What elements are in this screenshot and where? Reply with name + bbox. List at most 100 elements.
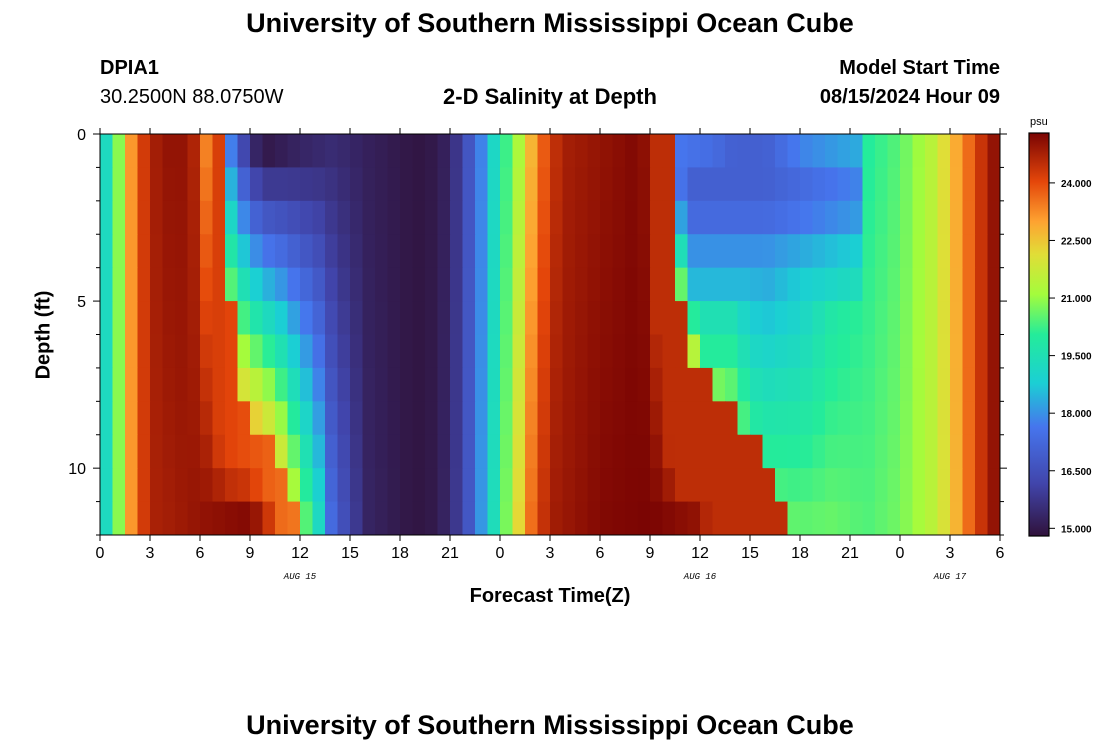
heatmap-cell (700, 301, 713, 335)
heatmap-cell (562, 334, 576, 369)
heatmap-cell (862, 134, 876, 168)
heatmap-cell (400, 234, 413, 269)
heatmap-cell (975, 367, 988, 402)
heatmap-cell (387, 134, 401, 168)
heatmap-cell (237, 301, 251, 335)
heatmap-cell (800, 267, 813, 302)
heatmap-cell (400, 401, 413, 436)
heatmap-cell (437, 167, 451, 202)
heatmap-cell (537, 434, 551, 469)
heatmap-cell (625, 234, 638, 269)
heatmap-cell (362, 301, 376, 335)
heatmap-cell (900, 434, 913, 469)
heatmap-cell (275, 367, 288, 402)
x-tick-label: 9 (646, 545, 655, 562)
heatmap-cell (387, 234, 401, 269)
heatmap-cell (925, 234, 938, 269)
heatmap-cell (850, 401, 863, 436)
colorbar-unit: psu (1030, 116, 1048, 128)
heatmap-cell (675, 401, 688, 436)
heatmap-cell (837, 234, 851, 269)
heatmap-cell (762, 367, 776, 402)
heatmap-cell (575, 134, 588, 168)
heatmap-cell (425, 267, 438, 302)
heatmap-cell (712, 434, 726, 469)
heatmap-cell (750, 301, 763, 335)
heatmap-cell (200, 267, 213, 302)
heatmap-cell (987, 334, 1001, 369)
heatmap-cell (512, 434, 526, 469)
heatmap-cell (450, 200, 463, 235)
heatmap-cell (187, 334, 201, 369)
heatmap-cell (875, 334, 888, 369)
heatmap-cell (187, 200, 201, 235)
heatmap-cell (525, 434, 538, 469)
heatmap-cell (112, 501, 126, 536)
heatmap-cell (100, 401, 113, 436)
heatmap-cell (175, 434, 188, 469)
heatmap-cell (262, 134, 276, 168)
heatmap-cell (975, 468, 988, 503)
heatmap-cell (425, 334, 438, 369)
x-axis: 0 3 6 9 12 15 18 21 0 3 6 9 12 15 18 21 0 3 6 AUG 15 AUG 16 A… (96, 128, 1005, 582)
heatmap-cell (700, 267, 713, 302)
heatmap-cell (800, 200, 813, 235)
heatmap-cell (612, 334, 626, 369)
heatmap-cell (312, 134, 326, 168)
heatmap-cell (175, 234, 188, 269)
heatmap-cell (375, 234, 388, 269)
heatmap-cell (962, 200, 976, 235)
heatmap-cell (575, 234, 588, 269)
heatmap-cell (987, 134, 1001, 168)
heatmap-cell (437, 401, 451, 436)
heatmap-cell (137, 367, 151, 402)
heatmap-cell (250, 134, 263, 168)
heatmap-cell (525, 334, 538, 369)
heatmap-cell (412, 367, 426, 402)
heatmap-cell (575, 267, 588, 302)
heatmap-cell (450, 434, 463, 469)
heatmap-cell (175, 301, 188, 335)
heatmap-cell (675, 200, 688, 235)
heatmap-cell (300, 167, 313, 202)
heatmap-cell (937, 468, 951, 503)
heatmap-cell (300, 267, 313, 302)
heatmap-cell (562, 501, 576, 536)
x-tick-label: 15 (741, 545, 759, 562)
heatmap-cell (475, 501, 488, 536)
x-tick-label: 12 (291, 545, 309, 562)
heatmap-cell (825, 267, 838, 302)
heatmap-cell (412, 334, 426, 369)
heatmap-cell (625, 401, 638, 436)
heatmap-cell (712, 334, 726, 369)
heatmap-cell (350, 167, 363, 202)
heatmap-cell (900, 334, 913, 369)
heatmap-cell (487, 167, 501, 202)
heatmap-cell (387, 301, 401, 335)
heatmap-cell (950, 468, 963, 503)
heatmap-cell (300, 401, 313, 436)
heatmap-cell (975, 234, 988, 269)
heatmap-cell (975, 167, 988, 202)
heatmap-cell (837, 334, 851, 369)
heatmap-cell (512, 234, 526, 269)
heatmap-cell (987, 367, 1001, 402)
heatmap-cell (362, 434, 376, 469)
heatmap-cell (587, 501, 601, 536)
heatmap-cell (625, 267, 638, 302)
heatmap-cell (837, 501, 851, 536)
heatmap-cell (387, 401, 401, 436)
heatmap-cell (162, 200, 176, 235)
heatmap-cell (600, 434, 613, 469)
heatmap-cell (312, 167, 326, 202)
heatmap-cell (775, 501, 788, 536)
heatmap-cell (550, 367, 563, 402)
heatmap-cell (287, 334, 301, 369)
heatmap-cell (687, 167, 701, 202)
heatmap-cell (662, 134, 676, 168)
heatmap-cell (400, 501, 413, 536)
heatmap-cell (975, 434, 988, 469)
heatmap-cell (162, 401, 176, 436)
heatmap-cell (650, 301, 663, 335)
heatmap-cell (837, 134, 851, 168)
